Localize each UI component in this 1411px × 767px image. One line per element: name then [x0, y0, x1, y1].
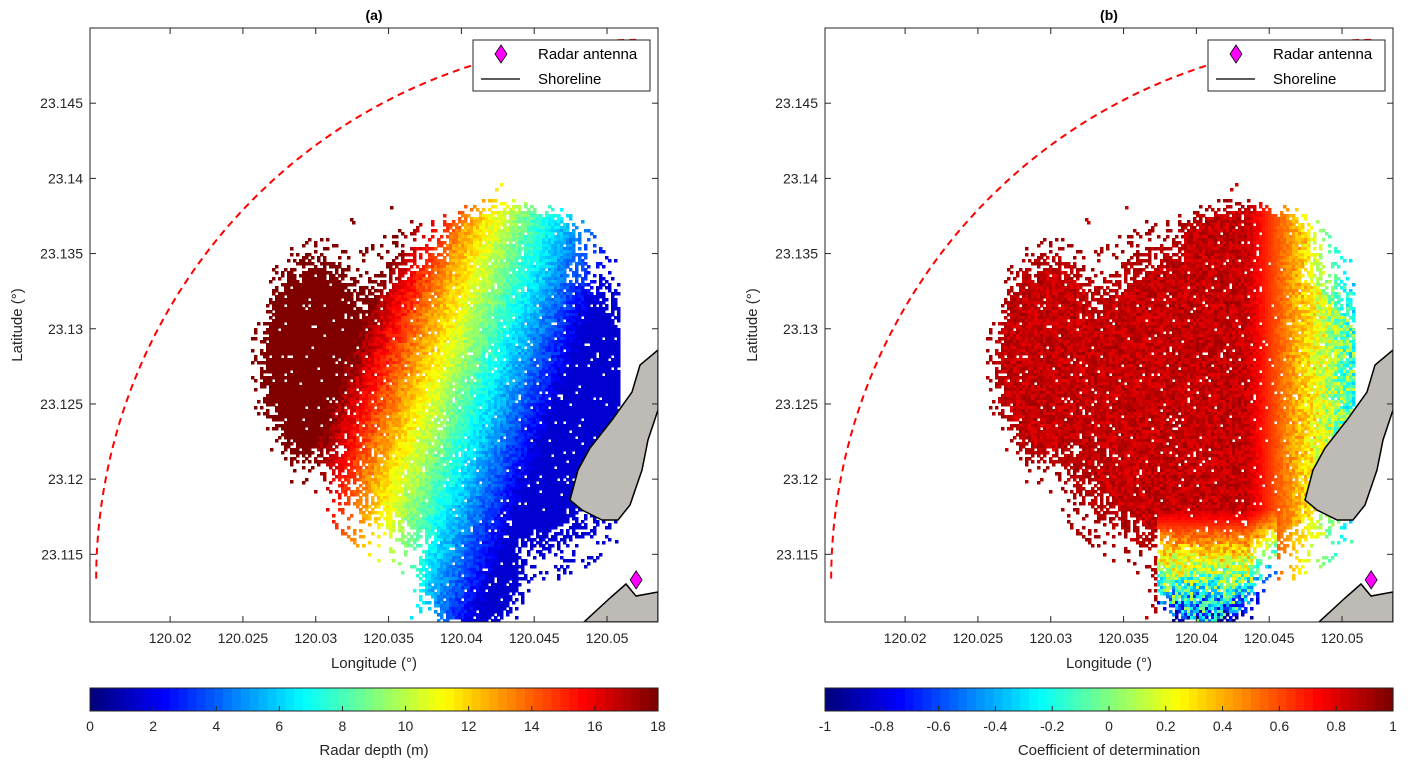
- panel-b-land-south: [1317, 582, 1393, 622]
- panel-b-ylabel: Latitude (°): [744, 288, 761, 362]
- y-tick-label: 23.125: [40, 396, 83, 412]
- panel-b-colorbar: -1 -0.8 -0.6 -0.4 -0.2 0 0.2 0.4 0.6 0.8 1 Coeffic…: [819, 687, 1397, 759]
- panel-a-radar-antenna-marker: [629, 570, 643, 590]
- x-tick-label: 120.025: [218, 630, 269, 646]
- panel-a-land-north: [569, 349, 658, 521]
- panel-a-xlabel: Longitude (°): [331, 655, 417, 672]
- colorbar-tick-label: 16: [587, 718, 603, 734]
- panel-b-r2-field: [986, 183, 1356, 622]
- panel-a-colorbar-label: Radar depth (m): [319, 742, 428, 759]
- panel-b-legend: Radar antenna Shoreline: [1207, 39, 1386, 92]
- colorbar-tick-label: -0.6: [927, 718, 951, 734]
- panel-a-legend-antenna: Radar antenna: [538, 46, 638, 63]
- colorbar-tick-label: 2: [149, 718, 157, 734]
- colorbar-tick-label: 6: [275, 718, 283, 734]
- panel-a-range-circle: [95, 38, 637, 580]
- y-tick-label: 23.13: [783, 321, 818, 337]
- panel-b-ticks: 120.02 120.025 120.03 120.035 120.04 120.045 1…: [775, 28, 1393, 646]
- panel-a-frame: [89, 27, 659, 623]
- panel-b-xlabel: Longitude (°): [1066, 655, 1152, 672]
- x-tick-label: 120.03: [1029, 630, 1072, 646]
- panel-b-radar-antenna-marker: [1364, 570, 1378, 590]
- colorbar-tick-label: 0: [1105, 718, 1113, 734]
- colorbar-tick-label: 14: [524, 718, 540, 734]
- colorbar-tick-label: 0.2: [1156, 718, 1176, 734]
- y-tick-label: 23.12: [48, 471, 83, 487]
- colorbar-tick-label: -0.2: [1040, 718, 1064, 734]
- radar-antenna-diamond-icon: [1364, 570, 1378, 590]
- x-tick-label: 120.04: [1175, 630, 1218, 646]
- x-tick-label: 120.035: [1098, 630, 1149, 646]
- x-tick-label: 120.035: [363, 630, 414, 646]
- x-tick-label: 120.05: [1321, 630, 1364, 646]
- panel-b-legend-antenna: Radar antenna: [1273, 46, 1373, 63]
- y-tick-label: 23.12: [783, 471, 818, 487]
- panel-a-title: (a): [365, 7, 382, 23]
- colorbar-tick-label: 18: [650, 718, 666, 734]
- x-tick-label: 120.05: [586, 630, 629, 646]
- colorbar-tick-label: -0.8: [870, 718, 894, 734]
- y-tick-label: 23.115: [776, 546, 818, 562]
- y-tick-label: 23.135: [40, 246, 83, 262]
- panel-a-land-south: [582, 582, 658, 622]
- colorbar-tick-label: 4: [212, 718, 220, 734]
- y-tick-label: 23.125: [775, 396, 818, 412]
- colorbar-tick-label: 0: [86, 718, 94, 734]
- x-tick-label: 120.045: [1244, 630, 1295, 646]
- colorbar-tick-label: 10: [398, 718, 414, 734]
- panel-a-ylabel: Latitude (°): [9, 288, 26, 362]
- colorbar-tick-label: -1: [819, 718, 832, 734]
- panel-b-land-north: [1304, 349, 1393, 521]
- panel-b-colorbar-label: Coefficient of determination: [1018, 742, 1200, 759]
- colorbar-tick-label: 12: [461, 718, 477, 734]
- y-tick-label: 23.14: [783, 170, 818, 186]
- x-tick-label: 120.02: [149, 630, 192, 646]
- y-tick-label: 23.135: [775, 246, 818, 262]
- panel-a-legend-shoreline: Shoreline: [538, 71, 601, 88]
- panel-a-depth-field: [251, 183, 621, 622]
- panel-b-frame: [824, 27, 1394, 623]
- x-tick-label: 120.03: [294, 630, 337, 646]
- panel-b-legend-shoreline: Shoreline: [1273, 71, 1336, 88]
- panel-b: (b) 120.02 120.025 120.03 120.035 120.04 120.…: [744, 7, 1397, 759]
- y-tick-label: 23.115: [41, 546, 83, 562]
- x-tick-label: 120.045: [509, 630, 560, 646]
- panel-a: (a) 120.02 120.025 120.03 120.035 120.04 120.…: [9, 7, 666, 759]
- colorbar-tick-label: 0.8: [1326, 718, 1346, 734]
- y-tick-label: 23.145: [40, 95, 83, 111]
- colorbar-tick-label: 0.4: [1213, 718, 1233, 734]
- x-tick-label: 120.025: [953, 630, 1004, 646]
- colorbar-tick-label: 1: [1389, 718, 1397, 734]
- legend-diamond-icon: [494, 44, 508, 64]
- y-tick-label: 23.145: [775, 95, 818, 111]
- x-tick-label: 120.04: [440, 630, 483, 646]
- y-tick-label: 23.14: [48, 170, 83, 186]
- radar-antenna-diamond-icon: [629, 570, 643, 590]
- panel-a-legend: Radar antenna Shoreline: [472, 39, 651, 92]
- colorbar-tick-label: -0.4: [983, 718, 1007, 734]
- colorbar-tick-label: 0.6: [1270, 718, 1290, 734]
- legend-diamond-icon: [1229, 44, 1243, 64]
- y-tick-label: 23.13: [48, 321, 83, 337]
- panel-a-ticks: 120.02 120.025 120.03 120.035 120.04 120.045 1…: [40, 28, 658, 646]
- panel-b-range-circle: [830, 38, 1372, 580]
- colorbar-tick-label: 8: [339, 718, 347, 734]
- panel-a-colorbar: 0 2 4 6 8 10 12 14 16 18 Radar depth (m): [86, 687, 666, 759]
- x-tick-label: 120.02: [884, 630, 927, 646]
- panel-b-title: (b): [1100, 7, 1118, 23]
